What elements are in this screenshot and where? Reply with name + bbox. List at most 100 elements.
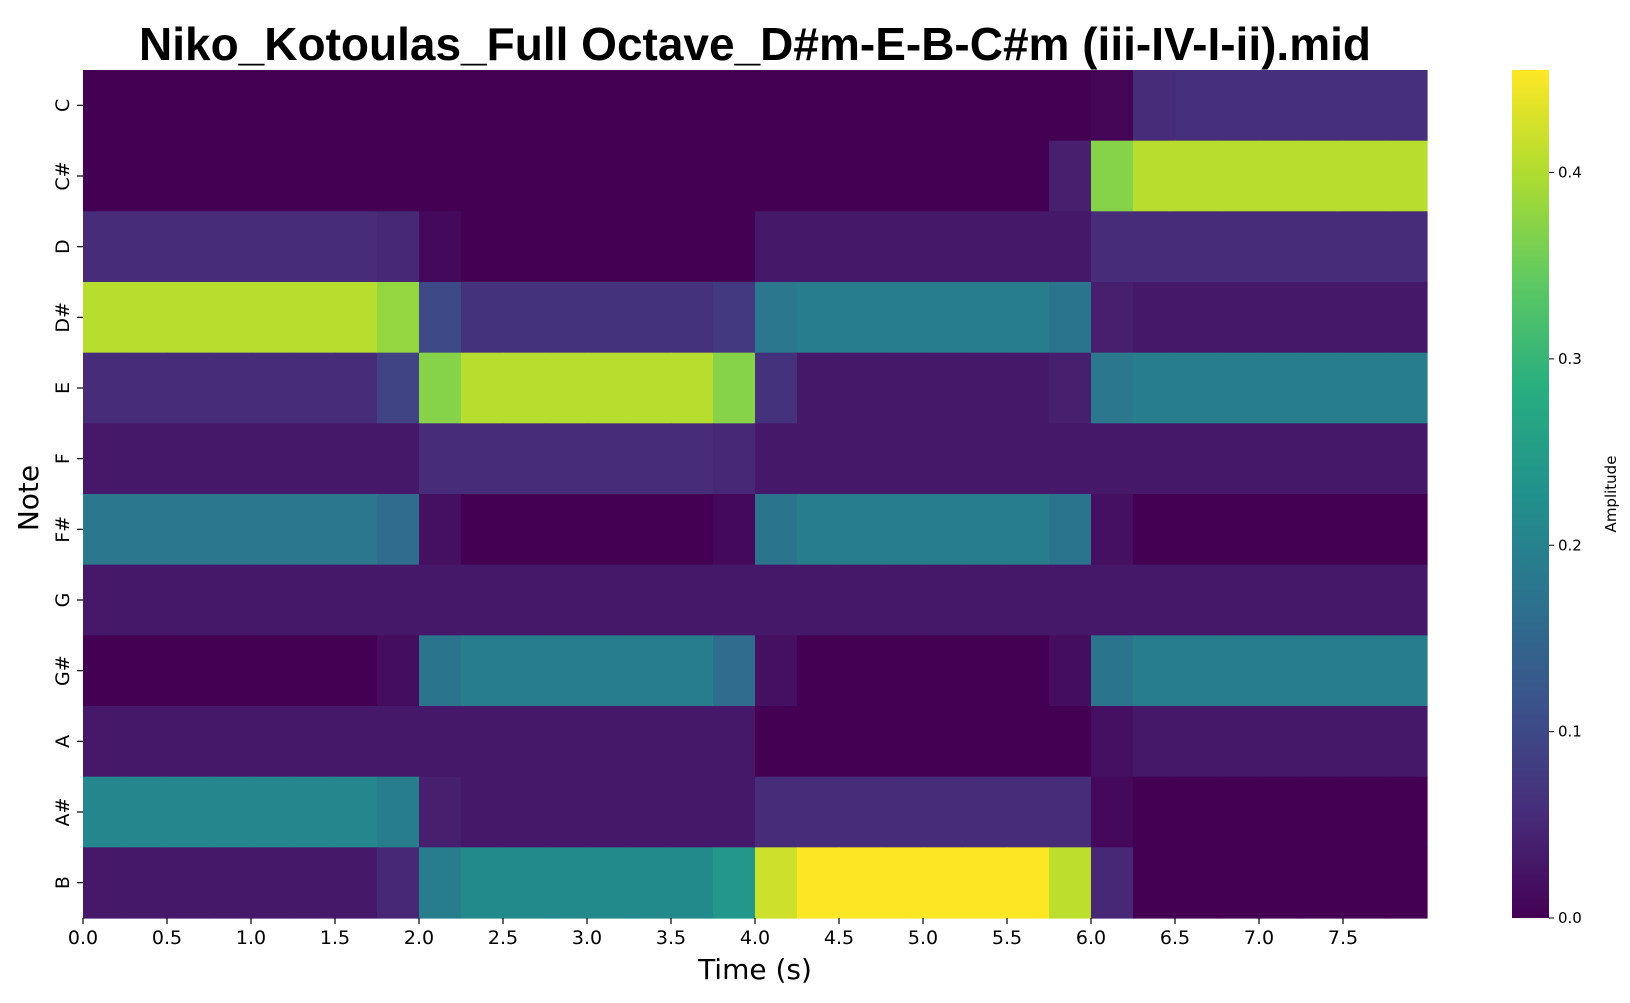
heatmap-cell bbox=[419, 635, 462, 707]
heatmap-cell bbox=[965, 282, 1008, 354]
heatmap-cell bbox=[671, 282, 714, 354]
heatmap-cell bbox=[83, 352, 126, 424]
heatmap-cell bbox=[1091, 211, 1134, 283]
heatmap-cell bbox=[545, 211, 588, 283]
heatmap-cell bbox=[713, 564, 756, 636]
heatmap-cell bbox=[209, 564, 252, 636]
heatmap-cell bbox=[1091, 70, 1134, 142]
heatmap-cell bbox=[545, 776, 588, 848]
heatmap-cell bbox=[83, 776, 126, 848]
heatmap-cell bbox=[923, 635, 966, 707]
heatmap-cell bbox=[251, 352, 294, 424]
heatmap-cell bbox=[1007, 494, 1050, 566]
heatmap-cell bbox=[1259, 140, 1302, 212]
heatmap-cell bbox=[755, 423, 798, 495]
heatmap-cell bbox=[251, 282, 294, 354]
heatmap-cell bbox=[839, 352, 882, 424]
heatmap-cell bbox=[839, 211, 882, 283]
heatmap-cell bbox=[713, 423, 756, 495]
heatmap-cell bbox=[629, 706, 672, 778]
heatmap-cell bbox=[545, 352, 588, 424]
heatmap-cell bbox=[965, 140, 1008, 212]
heatmap-cell bbox=[1175, 423, 1218, 495]
heatmap-cells bbox=[83, 70, 1428, 919]
x-tick-label: 3.5 bbox=[656, 927, 686, 949]
heatmap-cell bbox=[671, 70, 714, 142]
heatmap-cell bbox=[335, 635, 378, 707]
heatmap-cell bbox=[377, 635, 420, 707]
heatmap-cell bbox=[881, 635, 924, 707]
heatmap-cell bbox=[167, 352, 210, 424]
heatmap-cell bbox=[545, 564, 588, 636]
heatmap-cell bbox=[713, 706, 756, 778]
heatmap-cell bbox=[1007, 211, 1050, 283]
heatmap-cell bbox=[293, 282, 336, 354]
colorbar-tick-label: 0.2 bbox=[1558, 536, 1582, 554]
heatmap-cell bbox=[251, 70, 294, 142]
heatmap-cell bbox=[1049, 70, 1092, 142]
colorbar-tick-label: 0.4 bbox=[1558, 164, 1582, 182]
heatmap-cell bbox=[923, 352, 966, 424]
heatmap-cell bbox=[251, 140, 294, 212]
heatmap-cell bbox=[251, 706, 294, 778]
heatmap-cell bbox=[1343, 211, 1386, 283]
heatmap-cell bbox=[797, 847, 840, 919]
heatmap-cell bbox=[797, 706, 840, 778]
heatmap-cell bbox=[1091, 494, 1134, 566]
heatmap-cell bbox=[335, 352, 378, 424]
heatmap-cell bbox=[503, 282, 546, 354]
heatmap-cell bbox=[335, 706, 378, 778]
heatmap-cell bbox=[629, 847, 672, 919]
x-tick-label: 5.5 bbox=[992, 927, 1022, 949]
heatmap-cell bbox=[1217, 140, 1260, 212]
heatmap-cell bbox=[1217, 352, 1260, 424]
heatmap-cell bbox=[209, 706, 252, 778]
heatmap-cell bbox=[1175, 211, 1218, 283]
heatmap-cell bbox=[629, 564, 672, 636]
heatmap-cell bbox=[1301, 847, 1344, 919]
heatmap-cell bbox=[1007, 70, 1050, 142]
heatmap-cell bbox=[965, 847, 1008, 919]
heatmap-cell bbox=[251, 211, 294, 283]
heatmap-cell bbox=[167, 847, 210, 919]
heatmap-cell bbox=[797, 494, 840, 566]
heatmap-cell bbox=[167, 706, 210, 778]
heatmap-cell bbox=[755, 706, 798, 778]
x-tick-label: 4.0 bbox=[740, 927, 770, 949]
heatmap-cell bbox=[545, 706, 588, 778]
heatmap-cell bbox=[1175, 140, 1218, 212]
heatmap-cell bbox=[839, 564, 882, 636]
heatmap-cell bbox=[293, 706, 336, 778]
x-tick-label: 2.5 bbox=[488, 927, 518, 949]
colorbar-tick-label: 0.3 bbox=[1558, 350, 1582, 368]
heatmap-cell bbox=[1343, 70, 1386, 142]
y-tick-label: F# bbox=[52, 516, 74, 543]
heatmap-cell bbox=[797, 352, 840, 424]
heatmap-cell bbox=[1259, 70, 1302, 142]
heatmap-cell bbox=[545, 494, 588, 566]
heatmap-cell bbox=[251, 847, 294, 919]
heatmap-cell bbox=[461, 776, 504, 848]
heatmap-cell bbox=[1343, 494, 1386, 566]
heatmap-cell bbox=[335, 140, 378, 212]
heatmap-cell bbox=[209, 423, 252, 495]
colorbar-tick-label: 0.1 bbox=[1558, 723, 1582, 741]
heatmap-cell bbox=[755, 352, 798, 424]
heatmap-cell bbox=[1301, 423, 1344, 495]
heatmap-cell bbox=[587, 282, 630, 354]
heatmap-cell bbox=[125, 635, 168, 707]
heatmap-cell bbox=[1259, 635, 1302, 707]
heatmap-cell bbox=[1049, 211, 1092, 283]
heatmap-cell bbox=[1217, 635, 1260, 707]
heatmap-cell bbox=[545, 70, 588, 142]
heatmap-cell bbox=[167, 282, 210, 354]
heatmap-cell bbox=[419, 70, 462, 142]
heatmap-cell bbox=[209, 70, 252, 142]
y-axis-ticks: C C# D D# E F F# G G# A A# B bbox=[52, 99, 83, 889]
heatmap-cell bbox=[629, 70, 672, 142]
heatmap-cell bbox=[1175, 352, 1218, 424]
heatmap-cell bbox=[419, 282, 462, 354]
heatmap-cell bbox=[1175, 847, 1218, 919]
heatmap-cell bbox=[671, 706, 714, 778]
heatmap-cell bbox=[881, 352, 924, 424]
